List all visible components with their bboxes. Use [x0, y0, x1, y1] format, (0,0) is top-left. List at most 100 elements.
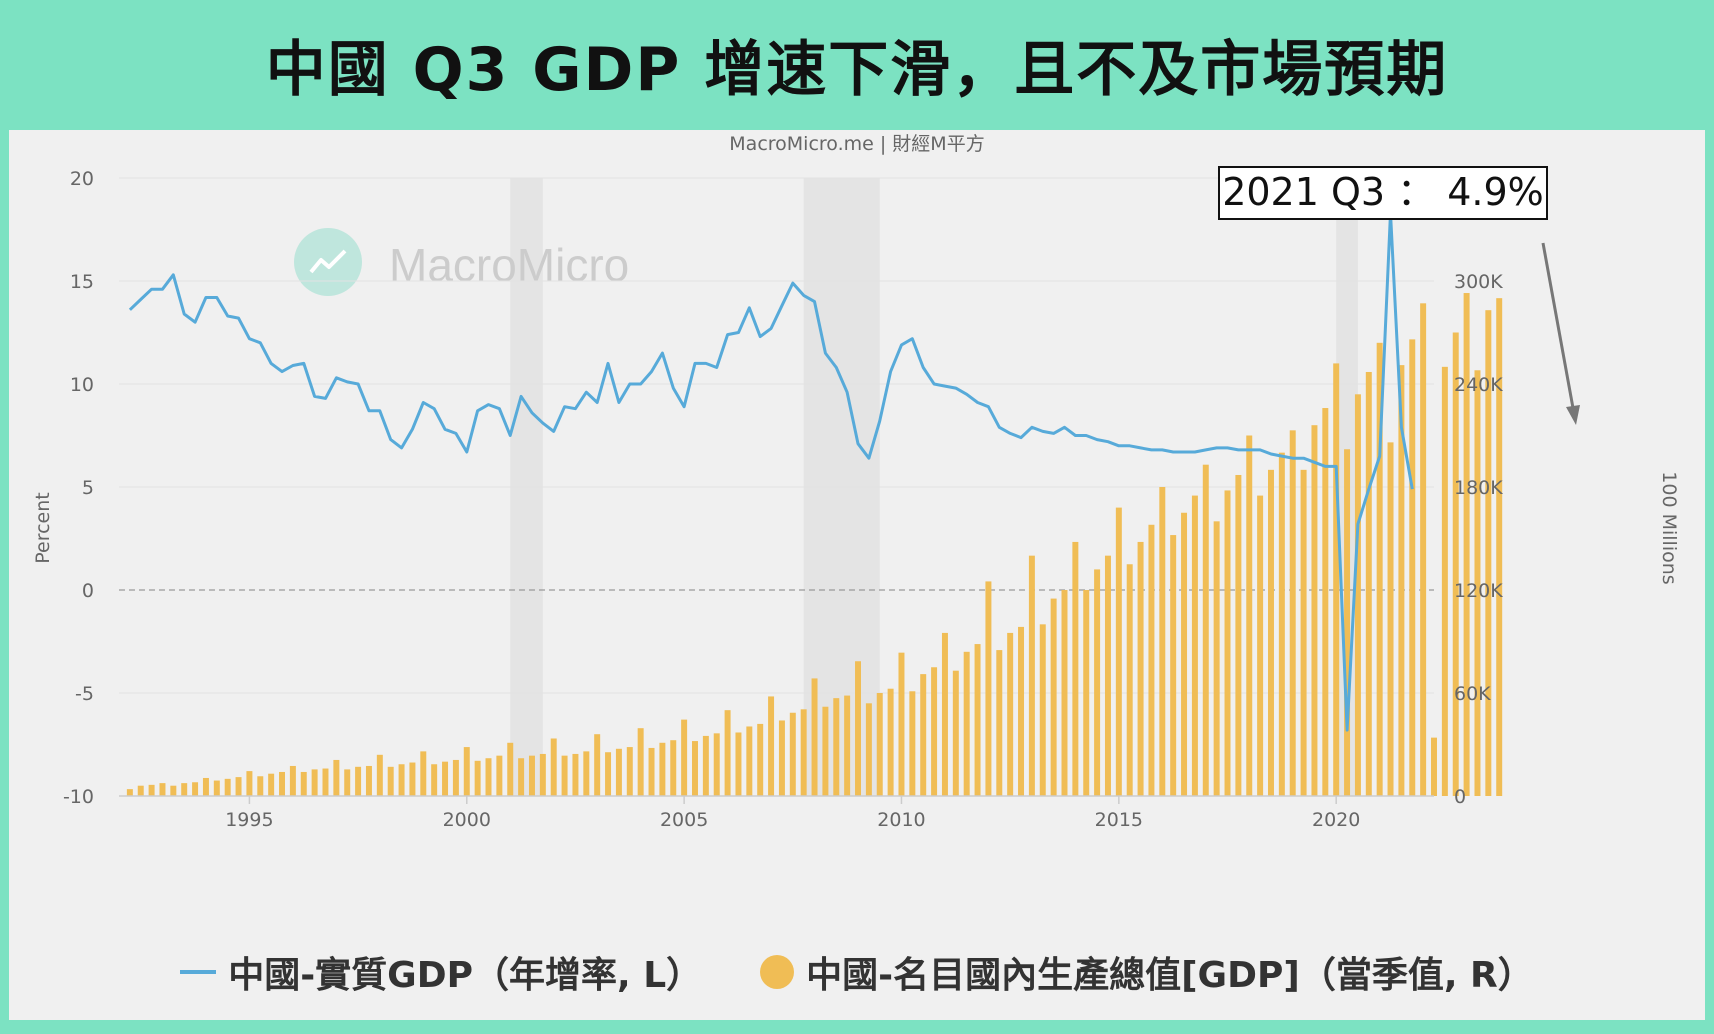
gdp-nominal-bar [1039, 624, 1046, 796]
right-axis-tick-label: 60K [1454, 683, 1491, 705]
gdp-nominal-bar [1376, 342, 1383, 796]
gdp-nominal-bar [1311, 425, 1318, 796]
gdp-nominal-bar [463, 747, 470, 796]
gdp-nominal-bar [855, 661, 861, 796]
callout-arrow [1541, 242, 1575, 409]
gdp-nominal-bar [605, 752, 612, 796]
gdp-nominal-bar [1420, 303, 1427, 796]
gdp-nominal-bar [1257, 495, 1264, 796]
gdp-nominal-bar [800, 709, 807, 796]
gdp-nominal-bar [224, 778, 231, 796]
gdp-nominal-bar [1115, 507, 1122, 796]
x-axis-tick-label: 1995 [225, 809, 273, 831]
gdp-nominal-bar [865, 703, 872, 796]
gdp-nominal-bar [996, 650, 1003, 796]
gdp-nominal-bar [1398, 365, 1405, 796]
left-axis-title: Percent [32, 492, 54, 564]
legend-label-real-gdp: 中國-實質GDP（年增率, L） [228, 955, 703, 996]
x-axis-tick-label: 2000 [443, 809, 491, 831]
watermark-logo-icon [294, 228, 362, 296]
gdp-nominal-bar [322, 768, 329, 796]
gdp-nominal-bar [192, 782, 199, 796]
gdp-nominal-bar [822, 706, 829, 796]
gdp-nominal-bar [1409, 339, 1416, 796]
gdp-nominal-bar [1083, 590, 1090, 796]
gdp-nominal-bar [1452, 332, 1459, 796]
gdp-nominal-bar [1496, 298, 1503, 796]
legend-dot-swatch [760, 955, 795, 989]
gdp-nominal-bar [344, 769, 351, 796]
gdp-nominal-bar [539, 753, 546, 796]
gdp-nominal-bar [876, 693, 883, 796]
gdp-nominal-bar [528, 755, 535, 796]
gdp-nominal-bar [300, 771, 307, 796]
gdp-nominal-bar [561, 755, 568, 796]
gdp-nominal-bar [137, 785, 144, 796]
gdp-nominal-bar [713, 733, 720, 796]
gdp-nominal-bar [1181, 512, 1188, 796]
watermark-text: MacroMicro [389, 239, 629, 291]
gdp-nominal-bar [941, 632, 948, 796]
gdp-nominal-bar [550, 738, 557, 796]
left-axis-tick-label: 0 [82, 580, 94, 602]
gdp-nominal-bar [1267, 469, 1274, 796]
gdp-nominal-bar [1300, 469, 1307, 796]
real-gdp-growth-line [128, 211, 1414, 732]
gdp-nominal-bar [789, 712, 796, 796]
gdp-nominal-bar [1246, 435, 1253, 796]
gdp-nominal-bar [648, 747, 655, 796]
gdp-nominal-bar [1322, 408, 1329, 796]
right-axis-tick-label: 0 [1454, 786, 1466, 808]
gdp-nominal-bar [1191, 495, 1198, 796]
legend-line-swatch [180, 970, 217, 974]
gdp-nominal-bar [594, 734, 601, 796]
gdp-nominal-bar [170, 785, 177, 796]
legend-label-nominal-gdp: 中國-名目國內生產總值[GDP]（當季值, R） [806, 955, 1534, 996]
left-axis-tick-label: 5 [82, 477, 94, 499]
gdp-nominal-bar [1028, 555, 1035, 796]
chart-svg: MacroMicro 20151050-5-10360K300K240K180K… [32, 133, 1680, 831]
gdp-nominal-bar [692, 741, 698, 796]
gdp-nominal-bar [1224, 490, 1231, 796]
gdp-nominal-bar [126, 789, 133, 796]
x-axis-tick-label: 2010 [877, 809, 925, 831]
gdp-nominal-bar [757, 723, 764, 796]
gdp-nominal-bar [246, 771, 253, 796]
gdp-nominal-bar [626, 747, 633, 796]
gdp-nominal-bar [931, 667, 938, 796]
gdp-nominal-bar [333, 759, 340, 796]
gdp-nominal-bar [974, 644, 981, 796]
gdp-nominal-bar [1235, 474, 1242, 796]
legend-item-nominal-gdp[interactable]: 中國-名目國內生產總值[GDP]（當季值, R） [760, 946, 1534, 998]
headline: 中國 Q3 GDP 增速下滑，且不及市場預期 [265, 34, 1449, 105]
gdp-nominal-bar [735, 732, 742, 796]
gdp-nominal-bar [442, 761, 449, 796]
gdp-nominal-bar [1126, 564, 1133, 796]
gdp-nominal-bar [572, 753, 579, 796]
gdp-nominal-bar [431, 764, 438, 796]
gdp-nominal-bar [1061, 590, 1068, 796]
gdp-nominal-bar [1365, 371, 1372, 796]
right-axis-tick-label: 300K [1454, 271, 1503, 293]
gdp-nominal-bar [485, 758, 492, 796]
left-axis-tick-label: 20 [70, 168, 94, 190]
gdp-nominal-bar [1159, 487, 1166, 796]
gdp-nominal-bar [670, 740, 677, 796]
gdp-nominal-bar [1463, 293, 1470, 796]
left-axis-tick-label: -5 [75, 683, 94, 705]
gdp-nominal-bar [398, 764, 405, 796]
gdp-nominal-bar [257, 776, 264, 796]
gdp-nominal-bar [1344, 449, 1351, 796]
gdp-nominal-bar [235, 777, 242, 796]
gdp-nominal-bar [1289, 430, 1296, 796]
legend: 中國-實質GDP（年增率, L） 中國-名目國內生產總值[GDP]（當季值, R… [9, 932, 1705, 1012]
gdp-nominal-bar [202, 777, 209, 796]
gdp-nominal-bar [811, 678, 818, 796]
gdp-nominal-bar [920, 674, 927, 796]
x-axis-tick-label: 2015 [1095, 809, 1143, 831]
chart-panel: MacroMicro 20151050-5-10360K300K240K180K… [9, 130, 1705, 1020]
legend-item-real-gdp[interactable]: 中國-實質GDP（年增率, L） [180, 946, 702, 998]
gdp-nominal-bar [1170, 535, 1177, 796]
left-axis-tick-label: -10 [63, 786, 94, 808]
gdp-nominal-bar [1333, 363, 1340, 796]
